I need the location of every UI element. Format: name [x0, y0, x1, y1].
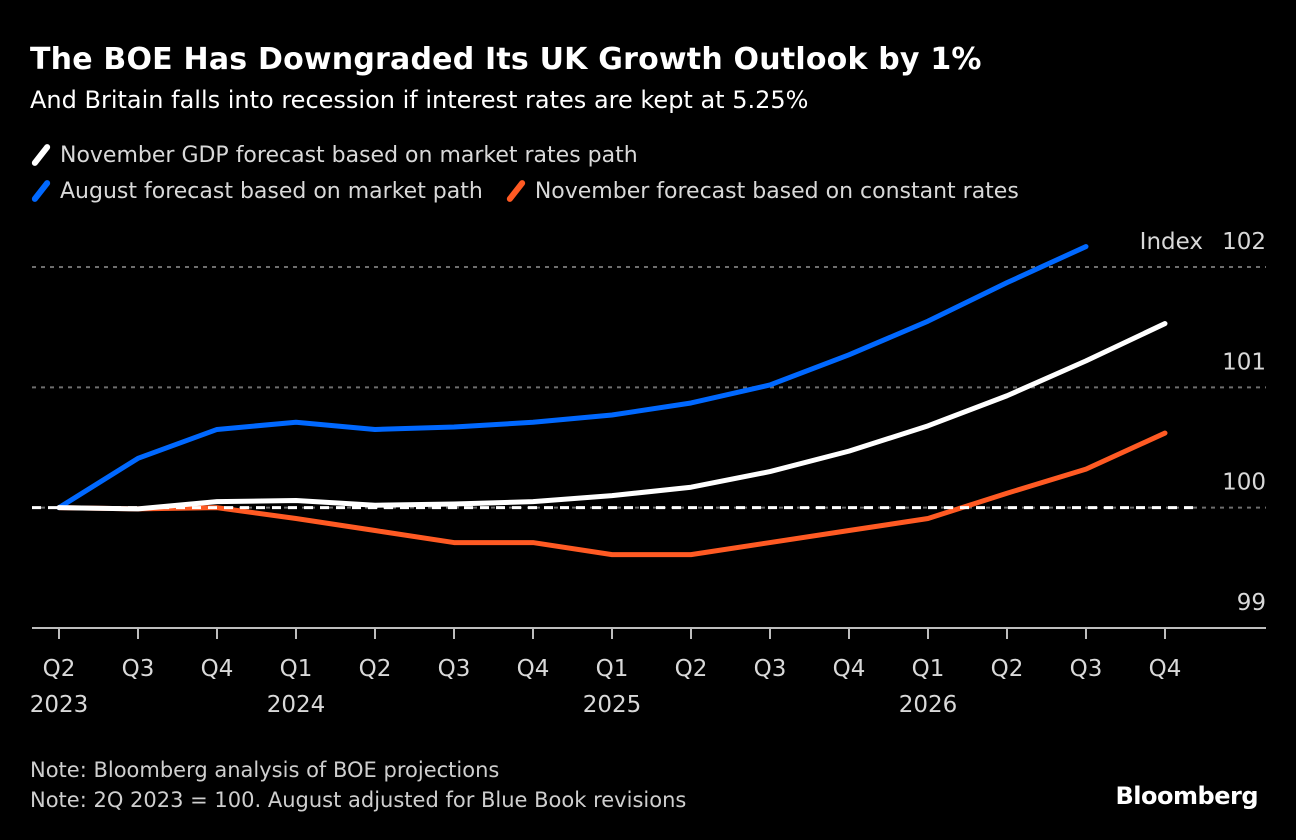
legend-label: November GDP forecast based on market ra… — [60, 142, 638, 168]
x-tick-label-quarter: Q4 — [201, 656, 234, 682]
x-tick-label-year: 2026 — [899, 692, 958, 718]
legend-row-2: August forecast based on market path Nov… — [30, 178, 1041, 204]
legend-item-november-market: November GDP forecast based on market ra… — [30, 142, 638, 168]
x-tick-label-year: 2024 — [267, 692, 326, 718]
x-tick-label-quarter: Q1 — [596, 656, 629, 682]
chart-title: The BOE Has Downgraded Its UK Growth Out… — [30, 42, 982, 77]
bloomberg-logo: Bloomberg — [1115, 782, 1259, 810]
legend-item-august-market: August forecast based on market path — [30, 178, 483, 204]
y-tick-label: 100 — [1222, 470, 1266, 496]
x-tick-label-quarter: Q3 — [438, 656, 471, 682]
x-tick-label-quarter: Q2 — [991, 656, 1024, 682]
y-axis-label: Index — [1140, 229, 1203, 255]
x-tick-label-quarter: Q2 — [675, 656, 708, 682]
y-tick-label: 102 — [1222, 229, 1266, 255]
x-tick-label-quarter: Q4 — [517, 656, 550, 682]
x-tick-label-quarter: Q1 — [912, 656, 945, 682]
legend-label: August forecast based on market path — [60, 178, 483, 204]
note-1: Note: Bloomberg analysis of BOE projecti… — [30, 758, 500, 782]
y-tick-label: 101 — [1222, 349, 1266, 375]
x-tick-label-quarter: Q3 — [754, 656, 787, 682]
x-tick-label-quarter: Q2 — [359, 656, 392, 682]
legend-label: November forecast based on constant rate… — [534, 178, 1019, 204]
x-tick-label-quarter: Q4 — [833, 656, 866, 682]
x-tick-label-year: 2023 — [30, 692, 89, 718]
legend-row-1: November GDP forecast based on market ra… — [30, 142, 660, 168]
x-tick-label-quarter: Q1 — [280, 656, 313, 682]
x-tick-label-year: 2025 — [583, 692, 642, 718]
x-tick-label-quarter: Q3 — [1070, 656, 1103, 682]
y-tick-label: 99 — [1237, 590, 1266, 616]
legend-item-november-constant: November forecast based on constant rate… — [505, 178, 1019, 204]
note-2: Note: 2Q 2023 = 100. August adjusted for… — [30, 788, 687, 812]
x-tick-label-quarter: Q4 — [1149, 656, 1182, 682]
x-tick-label-quarter: Q2 — [43, 656, 76, 682]
series-line-1 — [56, 244, 1089, 511]
chart-subtitle: And Britain falls into recession if inte… — [30, 86, 809, 114]
x-tick-label-quarter: Q3 — [122, 656, 155, 682]
